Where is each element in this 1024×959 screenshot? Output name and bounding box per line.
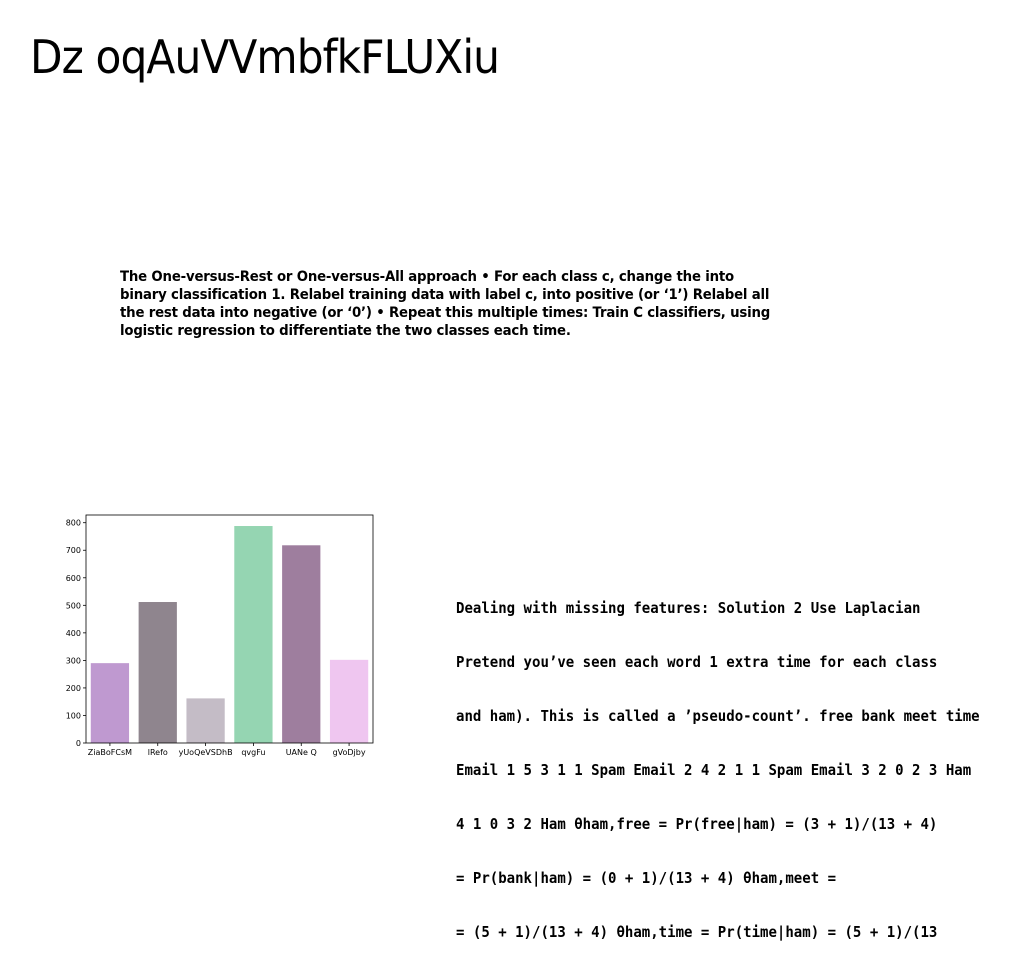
bar-chart-svg: 0 100 200 300 400 500 600 700 800 ZiaBoFCsM lRefo y… xyxy=(66,514,374,757)
y-tick-label: 100 xyxy=(66,711,81,720)
y-tick-label: 0 xyxy=(76,739,81,748)
laplacian-smoothing-text: Dealing with missing features: Solution … xyxy=(456,563,999,959)
bar xyxy=(282,545,321,743)
y-tick-label: 400 xyxy=(66,629,81,638)
plot-frame xyxy=(85,514,374,744)
text-line: 4 1 0 3 2 Ham θham,free = Pr(free|ham) =… xyxy=(456,815,938,833)
bar xyxy=(90,663,130,743)
x-tick-label: UANe Q xyxy=(286,748,317,757)
bar xyxy=(138,602,177,743)
y-tick-label: 800 xyxy=(66,519,81,528)
y-tick-label: 300 xyxy=(66,656,81,665)
x-tick-label: gVoDjby xyxy=(333,748,366,757)
text-line: Dealing with missing features: Solution … xyxy=(456,599,921,617)
bar xyxy=(329,659,369,743)
bar-chart: 0 100 200 300 400 500 600 700 800 ZiaBoFCsM lRefo y… xyxy=(58,508,378,763)
y-tick-label: 500 xyxy=(66,601,81,610)
text-line: = Pr(bank|ham) = (0 + 1)/(13 + 4) θham,m… xyxy=(456,869,837,887)
x-tick-label: qvgFu xyxy=(241,748,265,757)
x-tick-label: ZiaBoFCsM xyxy=(88,748,132,757)
bar xyxy=(234,526,273,743)
text-line: Pretend you’ve seen each word 1 extra ti… xyxy=(456,653,938,671)
text-line: and ham). This is called a ’pseudo-count… xyxy=(456,707,980,725)
slide-title: Dz oqAuVVmbfkFLUXiu xyxy=(30,30,500,84)
ovr-approach-text: The One-versus-Rest or One-versus-All ap… xyxy=(120,269,771,339)
text-line: = (5 + 1)/(13 + 4) θham,time = Pr(time|h… xyxy=(456,923,938,941)
y-tick-label: 600 xyxy=(66,574,81,583)
x-tick-label: yUoQeVSDhB xyxy=(179,748,233,757)
y-tick-label: 700 xyxy=(66,546,81,555)
y-tick-label: 200 xyxy=(66,684,81,693)
text-line: Email 1 5 3 1 1 Spam Email 2 4 2 1 1 Spa… xyxy=(456,761,972,779)
x-tick-label: lRefo xyxy=(148,748,168,757)
bar xyxy=(186,698,225,743)
